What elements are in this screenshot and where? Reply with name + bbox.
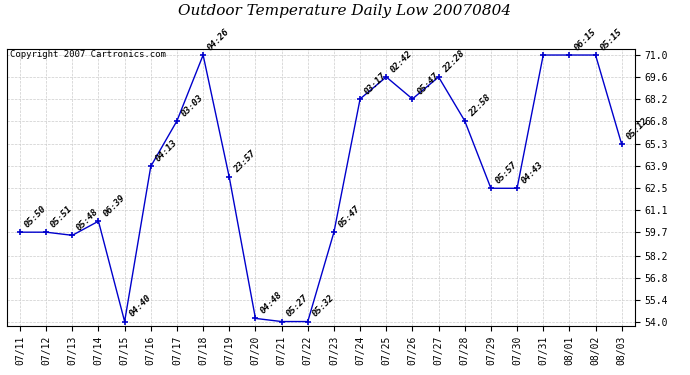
Text: 04:40: 04:40: [128, 293, 152, 319]
Text: 05:50: 05:50: [23, 204, 48, 230]
Text: 05:57: 05:57: [493, 160, 519, 186]
Text: 22:28: 22:28: [442, 49, 466, 74]
Text: 03:03: 03:03: [179, 93, 205, 118]
Text: 05:47: 05:47: [337, 204, 362, 230]
Text: 05:32: 05:32: [310, 293, 336, 319]
Text: 05:15: 05:15: [598, 27, 624, 52]
Text: 06:39: 06:39: [101, 193, 126, 218]
Text: 22:58: 22:58: [468, 93, 493, 118]
Text: 05:48: 05:48: [75, 207, 101, 232]
Text: 03:17: 03:17: [363, 71, 388, 96]
Text: 04:13: 04:13: [154, 138, 179, 164]
Text: 05:51: 05:51: [49, 204, 75, 230]
Text: 02:42: 02:42: [389, 49, 415, 74]
Text: 06:15: 06:15: [572, 27, 598, 52]
Text: 04:48: 04:48: [258, 290, 284, 316]
Text: Outdoor Temperature Daily Low 20070804: Outdoor Temperature Daily Low 20070804: [179, 4, 511, 18]
Text: 05:27: 05:27: [284, 293, 310, 319]
Text: 23:57: 23:57: [232, 149, 257, 174]
Text: 05:47: 05:47: [415, 71, 440, 96]
Text: 04:26: 04:26: [206, 27, 231, 52]
Text: 04:43: 04:43: [520, 160, 545, 186]
Text: 05:12: 05:12: [624, 116, 650, 142]
Text: Copyright 2007 Cartronics.com: Copyright 2007 Cartronics.com: [10, 50, 166, 59]
